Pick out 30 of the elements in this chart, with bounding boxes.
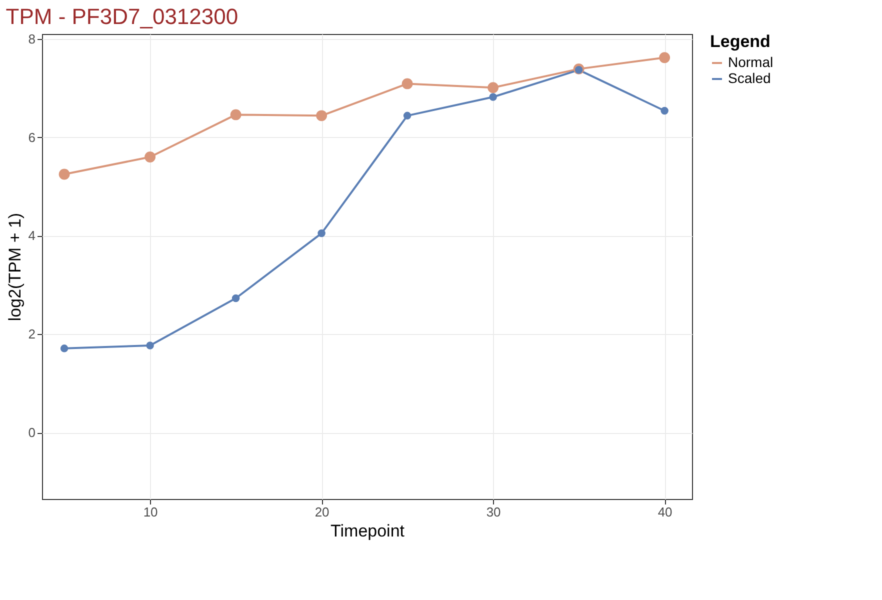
x-tick-label: 10 [143, 504, 158, 520]
y-tick-label: 8 [28, 31, 36, 46]
legend-label: Scaled [728, 70, 771, 86]
y-axis-title: log2(TPM + 1) [5, 212, 24, 322]
point [318, 229, 326, 238]
y-tick-label: 4 [28, 228, 36, 244]
point [488, 82, 499, 94]
chart-title: TPM - PF3D7_0312300 [6, 4, 238, 29]
point [60, 344, 68, 352]
x-tick-label: 30 [486, 504, 501, 520]
point [402, 78, 413, 90]
point [316, 110, 328, 122]
x-tick-label: 20 [314, 504, 330, 520]
point [659, 52, 670, 64]
point [58, 168, 70, 180]
point [144, 152, 156, 162]
y-tick-label: 2 [28, 326, 36, 342]
y-tick-label: 6 [28, 130, 36, 145]
point [146, 342, 154, 350]
legend-title: Legend [710, 32, 770, 51]
point [232, 294, 240, 302]
x-axis-title: Timepoint [330, 522, 405, 540]
legend-label: Normal [728, 54, 774, 70]
y-tick-label: 0 [28, 425, 36, 440]
point [403, 112, 412, 120]
point [574, 66, 583, 74]
x-tick-label: 40 [658, 504, 672, 520]
point [660, 106, 668, 115]
point [230, 109, 242, 120]
point [489, 93, 497, 101]
